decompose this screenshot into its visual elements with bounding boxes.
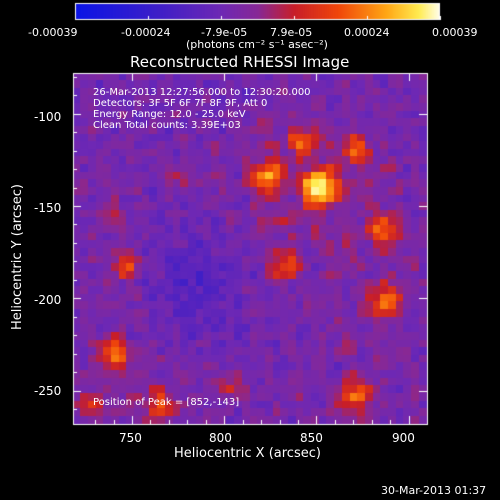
info-peak-position: Position of Peak = [852,-143] (93, 397, 240, 408)
plot-title: Reconstructed RHESSI Image (130, 53, 350, 71)
info-detectors: Detectors: 3F 5F 6F 7F 8F 9F, Att 0 (93, 98, 268, 109)
colorbar-tick-1: -0.00039 (28, 26, 78, 39)
y-tick-label: -200 (34, 293, 62, 307)
y-tick-label: -250 (34, 384, 62, 398)
info-time-range: 26-Mar-2013 12:27:56.000 to 12:30:20.000 (93, 87, 311, 98)
x-axis-label: Heliocentric X (arcsec) (174, 446, 321, 461)
colorbar-tick-3: -7.9e-05 (201, 26, 248, 39)
colorbar-tick-5: 0.00024 (344, 26, 390, 39)
x-tick-label: 800 (209, 431, 232, 445)
x-tick-label: 900 (392, 431, 415, 445)
timestamp: 30-Mar-2013 01:37 (381, 484, 487, 497)
colorbar-tick-4: 7.9e-05 (270, 26, 313, 39)
colorbar-unit: (photons cm⁻² s⁻¹ asec⁻²) (186, 38, 328, 51)
info-clean-counts: Clean Total counts: 3.39E+03 (93, 120, 241, 131)
x-tick-label: 850 (300, 431, 323, 445)
y-tick-label: -150 (34, 201, 62, 215)
y-tick-label: -100 (34, 110, 62, 124)
y-axis-label: Heliocentric Y (arcsec) (10, 184, 25, 330)
x-tick-label: 750 (119, 431, 142, 445)
info-energy-range: Energy Range: 12.0 - 25.0 keV (93, 109, 246, 120)
colorbar-tick-2: -0.00024 (121, 26, 171, 39)
colorbar-tick-6: 0.00039 (432, 26, 478, 39)
